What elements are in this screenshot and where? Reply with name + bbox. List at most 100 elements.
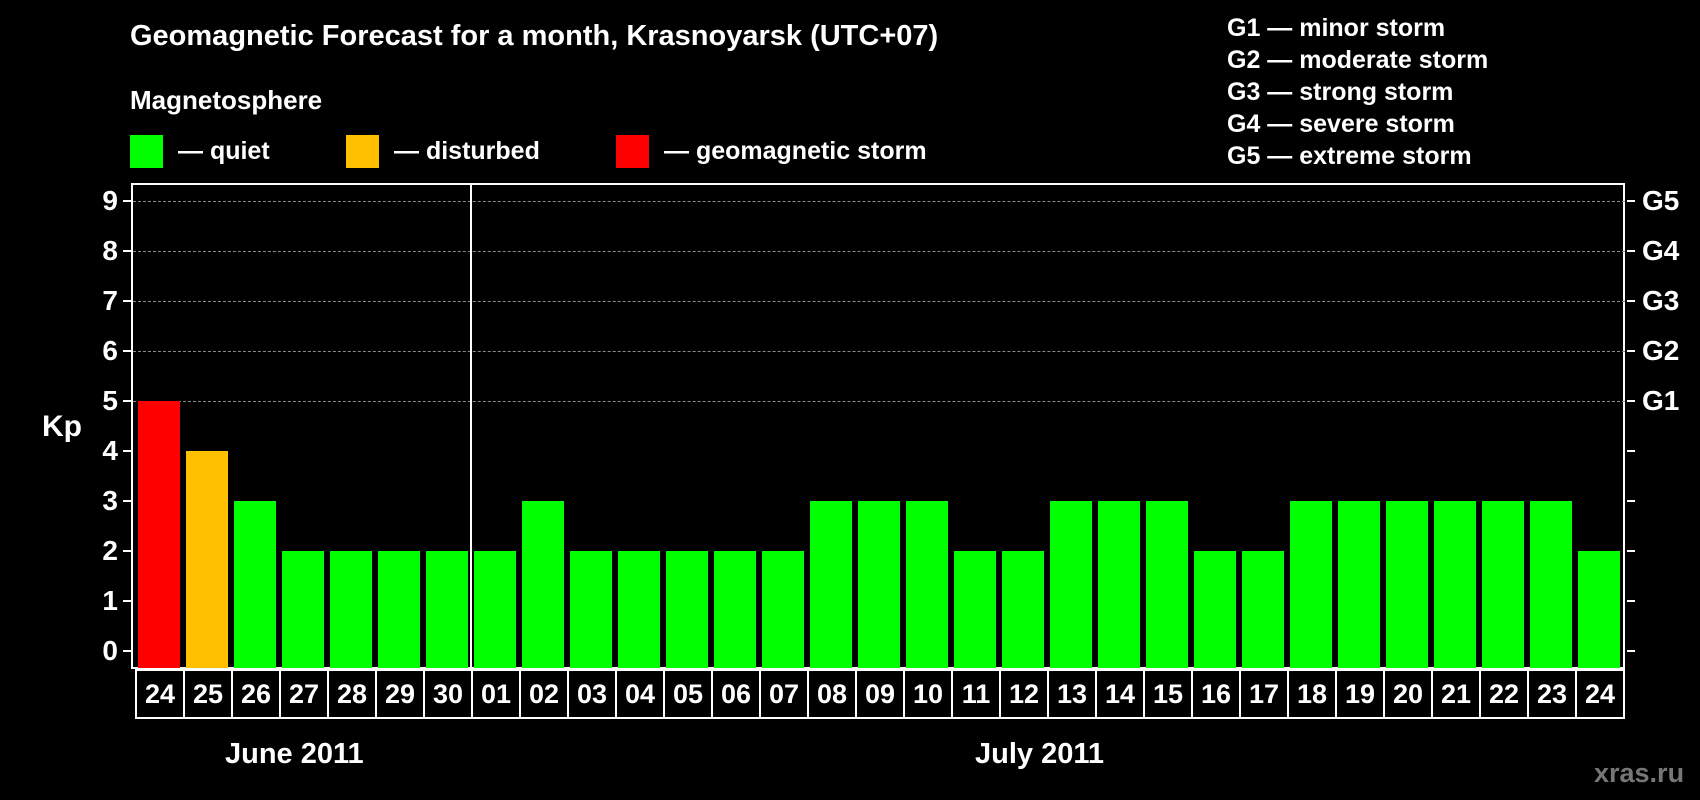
day-label: 09: [855, 669, 903, 719]
gridline: [133, 301, 1625, 302]
y-tick: [123, 200, 131, 202]
y-tick: [123, 600, 131, 602]
day-label: 29: [375, 669, 423, 719]
bar-quiet: [666, 551, 708, 668]
day-label: 10: [903, 669, 951, 719]
g-scale-label: G2: [1642, 335, 1680, 366]
day-label: 21: [1431, 669, 1479, 719]
gridline: [133, 351, 1625, 352]
bar-quiet: [1194, 551, 1236, 668]
y-tick-right: [1627, 650, 1635, 652]
y-tick-right: [1627, 550, 1635, 552]
y-tick-label: 4: [102, 435, 118, 466]
y-tick: [123, 450, 131, 452]
day-label: 22: [1479, 669, 1527, 719]
gridline: [133, 401, 1625, 402]
bar-quiet: [1578, 551, 1620, 668]
storm-scale-g4: G4 — severe storm: [1227, 110, 1455, 138]
bar-quiet: [330, 551, 372, 668]
y-tick: [123, 500, 131, 502]
storm-swatch-icon: [616, 135, 649, 168]
bar-quiet: [810, 501, 852, 668]
y-tick-right: [1627, 450, 1635, 452]
y-tick: [123, 250, 131, 252]
y-tick: [123, 400, 131, 402]
g-scale-label: G5: [1642, 185, 1680, 216]
storm-scale-g3: G3 — strong storm: [1227, 78, 1454, 106]
day-label: 15: [1143, 669, 1191, 719]
day-label: 23: [1527, 669, 1575, 719]
y-axis-label: Kp: [42, 410, 82, 443]
day-label: 05: [663, 669, 711, 719]
y-tick-label: 2: [102, 535, 118, 566]
day-label: 17: [1239, 669, 1287, 719]
day-label: 02: [519, 669, 567, 719]
day-label: 24: [135, 669, 183, 719]
bar-quiet: [1050, 501, 1092, 668]
bar-quiet: [378, 551, 420, 668]
legend-label: — disturbed: [394, 137, 540, 165]
month-label-july: July 2011: [975, 738, 1104, 770]
legend-item-quiet: — quiet: [130, 135, 270, 168]
bar-quiet: [1002, 551, 1044, 668]
g-scale-label: G1: [1642, 385, 1680, 416]
bar-quiet: [858, 501, 900, 668]
month-label-june: June 2011: [225, 738, 364, 770]
day-label: 30: [423, 669, 471, 719]
y-tick-label: 0: [102, 635, 118, 666]
gridline: [133, 201, 1625, 202]
bar-quiet: [1098, 501, 1140, 668]
bar-quiet: [618, 551, 660, 668]
y-tick-right: [1627, 300, 1635, 302]
bar-quiet: [714, 551, 756, 668]
y-tick: [123, 550, 131, 552]
bar-quiet: [1338, 501, 1380, 668]
bar-storm: [138, 401, 180, 668]
bar-quiet: [282, 551, 324, 668]
legend-label: — quiet: [178, 137, 270, 165]
chart-title: Geomagnetic Forecast for a month, Krasno…: [130, 20, 939, 52]
bar-quiet: [1290, 501, 1332, 668]
storm-scale-g2: G2 — moderate storm: [1227, 46, 1489, 74]
y-tick-right: [1627, 250, 1635, 252]
legend-item-disturbed: — disturbed: [346, 135, 540, 168]
y-tick-label: 7: [102, 285, 118, 316]
y-tick-right: [1627, 350, 1635, 352]
bar-quiet: [1146, 501, 1188, 668]
bar-quiet: [522, 501, 564, 668]
y-tick: [123, 300, 131, 302]
day-label: 19: [1335, 669, 1383, 719]
bar-quiet: [1530, 501, 1572, 668]
bar-quiet: [426, 551, 468, 668]
day-label: 24: [1575, 669, 1625, 719]
y-tick-label: 6: [102, 335, 118, 366]
day-label: 06: [711, 669, 759, 719]
day-label: 13: [1047, 669, 1095, 719]
gridline: [133, 251, 1625, 252]
bar-quiet: [1242, 551, 1284, 668]
g-scale-label: G3: [1642, 285, 1680, 316]
day-label: 16: [1191, 669, 1239, 719]
bar-quiet: [954, 551, 996, 668]
bar-quiet: [762, 551, 804, 668]
bar-quiet: [474, 551, 516, 668]
day-label: 27: [279, 669, 327, 719]
y-tick-label: 5: [102, 385, 118, 416]
bar-quiet: [1434, 501, 1476, 668]
day-label: 07: [759, 669, 807, 719]
storm-scale-g5: G5 — extreme storm: [1227, 142, 1472, 170]
g-scale-label: G4: [1642, 235, 1680, 266]
day-label: 14: [1095, 669, 1143, 719]
y-tick-label: 9: [102, 185, 118, 216]
day-label: 08: [807, 669, 855, 719]
day-label: 20: [1383, 669, 1431, 719]
y-tick-label: 8: [102, 235, 118, 266]
y-tick-label: 3: [102, 485, 118, 516]
quiet-swatch-icon: [130, 135, 163, 168]
bar-quiet: [570, 551, 612, 668]
plot-area: [131, 183, 1625, 669]
day-label: 25: [183, 669, 231, 719]
bar-disturbed: [186, 451, 228, 668]
day-label: 28: [327, 669, 375, 719]
disturbed-swatch-icon: [346, 135, 379, 168]
